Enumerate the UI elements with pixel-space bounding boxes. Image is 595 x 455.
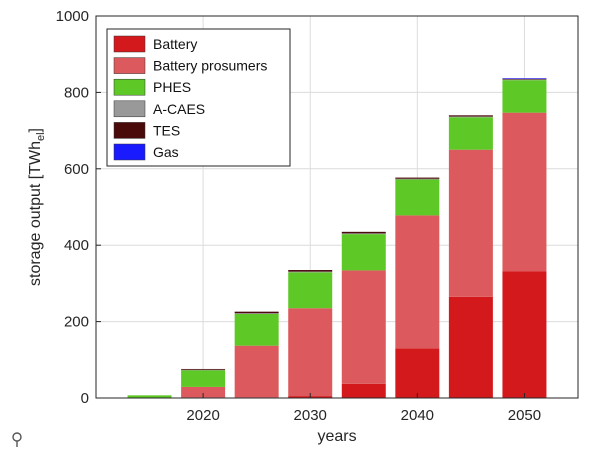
bar-segment-battery-prosumers [395,215,440,349]
bar-segment-phes [395,179,440,216]
bar-segment-phes [181,370,226,387]
bar-segment-phes [234,313,279,346]
legend-swatch [113,57,146,74]
y-tick-label: 0 [81,390,89,407]
y-axis-title: storage output [TWhel] [27,128,47,286]
bar-segment-phes [448,117,493,150]
bar-segment-battery-prosumers [288,308,333,397]
bar-segment-a-caes [395,178,440,180]
bar-segment-a-caes [502,79,547,81]
bar-segment-phes [341,234,386,271]
bar-segment-tes [502,78,547,80]
y-tick-label: 800 [64,84,89,101]
bar-segment-a-caes [181,369,226,371]
bar-segment-battery-prosumers [502,112,547,272]
bar-segment-battery [395,348,440,398]
y-tick-label: 1000 [56,8,89,25]
bar-segment-battery-prosumers [341,270,386,384]
legend-label: PHES [153,79,191,95]
bar-segment-battery [341,383,386,398]
legend-label: A-CAES [153,101,205,117]
legend-label: Battery [153,36,197,52]
x-tick-label: 2050 [508,407,541,424]
bar-segment-battery-prosumers [448,149,493,297]
legend-swatch [113,100,146,118]
y-axis-title-subscript: el [35,132,47,141]
bar-segment-tes [288,270,333,272]
bar-segment-phes [502,80,547,113]
legend: Battery Battery prosumers PHES A-CAES TES Gas [106,28,291,167]
legend-label: Gas [153,144,179,160]
legend-swatch [113,78,146,96]
bar-segment-battery [502,271,547,398]
bar-segment-a-caes [341,233,386,235]
bar-segment-a-caes [448,116,493,118]
bar-segment-tes [448,115,493,117]
x-tick-label: 2020 [186,407,219,424]
legend-label: Battery prosumers [153,58,267,74]
x-tick-label: 2030 [294,407,327,424]
bar-segment-battery [448,296,493,398]
y-axis-title-close: ] [27,128,44,132]
map-pin-icon [12,432,22,447]
bar-segment-a-caes [234,313,279,314]
x-axis-title: years [317,428,356,445]
y-tick-label: 600 [64,161,89,178]
ticks-layer: 0 200 400 600 800 1000 2020 2030 2040 2050 [56,8,542,424]
legend-swatch [113,143,146,161]
y-tick-label: 400 [64,237,89,254]
legend-swatch [113,122,146,139]
bar-segment-phes [288,272,333,309]
bar-segment-phes [127,395,172,398]
y-tick-label: 200 [64,314,89,331]
bar-segment-tes [395,177,440,179]
legend-swatch [113,35,146,53]
bar-segment-tes [181,368,226,370]
plot-frame [95,15,579,399]
y-axis-title-main: storage output [TWh [27,141,44,286]
bar-segment-gas [502,78,547,79]
bar-segment-a-caes [288,271,333,273]
bar-segment-tes [234,311,279,314]
legend-label: TES [153,122,180,138]
bar-segment-tes [341,231,386,234]
bar-segment-battery-prosumers [234,345,279,398]
bars-layer [127,78,547,398]
bar-segment-battery-prosumers [181,386,226,398]
x-tick-label: 2040 [401,407,434,424]
